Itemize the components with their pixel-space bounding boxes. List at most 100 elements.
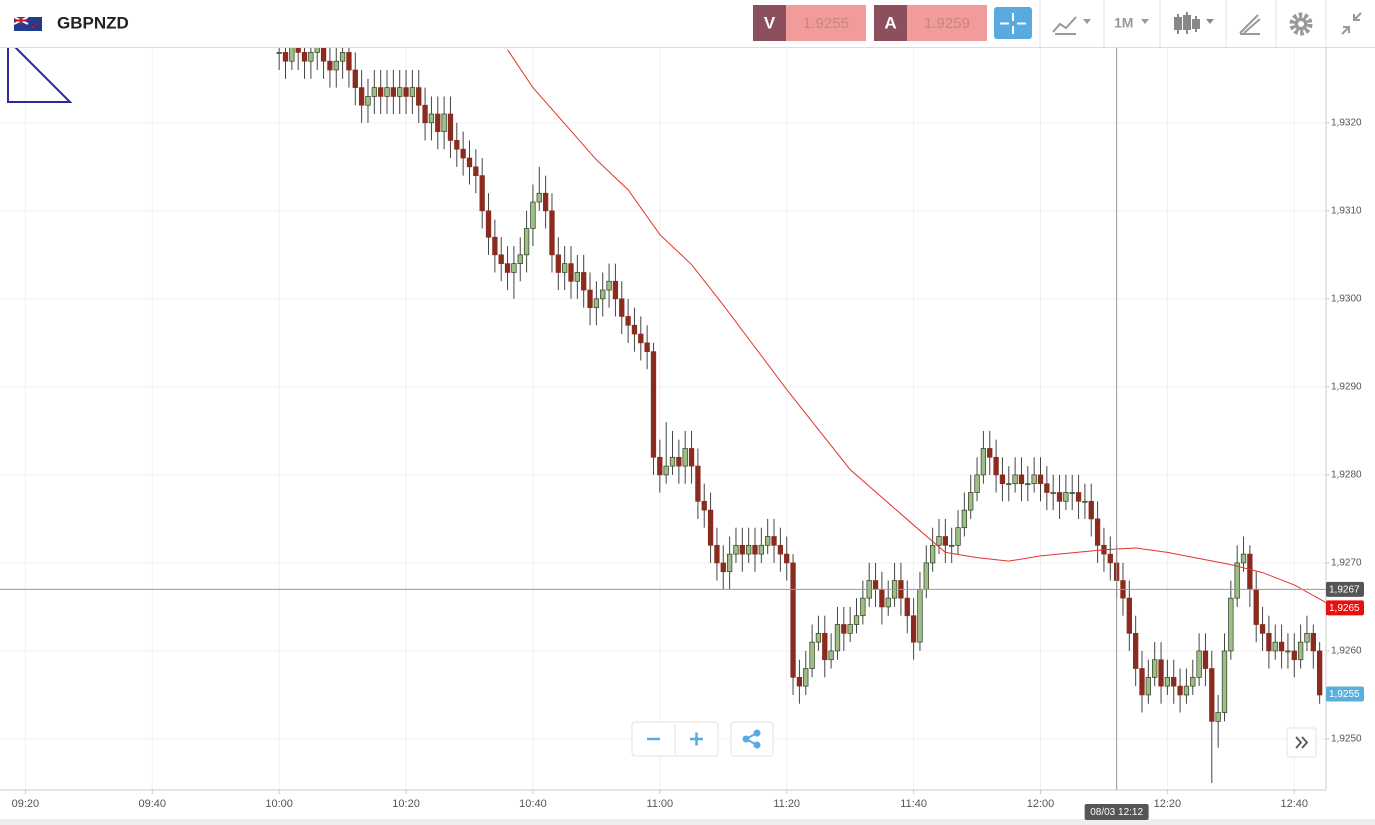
candle-body — [1025, 483, 1031, 486]
candle-body — [822, 632, 828, 661]
candle-body — [638, 333, 644, 344]
candle-body — [1107, 553, 1113, 564]
candle-body — [523, 228, 530, 256]
scroll-right-button[interactable] — [1286, 727, 1317, 758]
y-tick-label: 1,9290 — [1331, 382, 1362, 393]
candle-body — [530, 201, 536, 229]
candle-body — [669, 456, 676, 467]
share-button[interactable] — [730, 721, 774, 757]
candle-body — [974, 474, 980, 493]
buy-label-bg — [874, 5, 907, 41]
candle-body — [961, 509, 968, 529]
candle-body — [568, 263, 574, 282]
buy-label: A — [884, 13, 896, 32]
ma-price-tag-label: 1,9265 — [1329, 603, 1360, 614]
x-tick-label: 10:40 — [519, 798, 547, 810]
candle-body — [378, 87, 384, 97]
candle-body — [1145, 676, 1152, 696]
candle-body — [707, 509, 714, 546]
zoom-in-button[interactable] — [690, 732, 703, 746]
candle-body — [942, 536, 948, 546]
candle-body — [1228, 597, 1234, 652]
candle-body — [714, 544, 720, 564]
candle-body — [1006, 483, 1012, 486]
candle-body — [587, 289, 593, 309]
candle-body — [593, 298, 600, 309]
candle-body — [1215, 712, 1221, 722]
header — [0, 0, 1375, 47]
candle-body — [815, 632, 822, 643]
buy-button[interactable]: A 1.9259 — [874, 5, 987, 41]
sell-button[interactable]: V 1.9255 — [753, 5, 866, 41]
settings-button[interactable] — [1289, 12, 1313, 36]
candle-body — [1278, 641, 1285, 652]
buy-price: 1.9259 — [924, 15, 970, 32]
candle-body — [650, 351, 657, 458]
x-tick-label: 10:20 — [392, 798, 420, 810]
candle-body — [384, 87, 390, 97]
crosshair-price-tag-label: 1,9267 — [1329, 584, 1360, 595]
indicator-button[interactable] — [1052, 16, 1091, 35]
candle-body — [327, 60, 333, 71]
last-price-tag-label: 1,9255 — [1329, 689, 1360, 700]
candle-body — [1266, 632, 1272, 652]
candle-body — [562, 263, 568, 273]
crosshair-button[interactable] — [994, 7, 1032, 39]
candle-body — [1075, 492, 1082, 502]
crosshair-time-label: 08/03 12:12 — [1090, 807, 1143, 818]
candle-body — [1221, 650, 1228, 713]
candle-body — [936, 536, 942, 546]
candle-body — [765, 536, 771, 546]
candle-body — [828, 650, 834, 661]
candle-body — [860, 597, 866, 617]
candle-body — [1190, 676, 1196, 687]
candle-body — [676, 456, 682, 467]
crosshair-time-tag — [1084, 804, 1149, 820]
candle-body — [371, 87, 377, 97]
candle-body — [1196, 650, 1202, 678]
candle-body — [657, 456, 663, 476]
candle-body — [917, 588, 923, 643]
candle-body — [454, 140, 460, 150]
candle-body — [834, 624, 841, 652]
candle-body — [352, 69, 358, 88]
candle-body — [809, 641, 815, 669]
sell-label-bg — [753, 5, 786, 41]
candle-body — [1018, 474, 1025, 485]
candle-body — [441, 113, 447, 132]
chart-type-button[interactable] — [1174, 12, 1214, 34]
candle-body — [1247, 553, 1253, 590]
candle-body — [1177, 685, 1183, 696]
candle-body — [460, 148, 466, 159]
candle-body — [612, 280, 619, 300]
candle-body — [720, 562, 726, 573]
y-tick-label: 1,9250 — [1331, 734, 1362, 745]
y-tick-label: 1,9320 — [1331, 117, 1362, 128]
sell-label: V — [764, 13, 776, 32]
footer-strip — [0, 819, 1375, 825]
candle-body — [1050, 492, 1056, 494]
candle-body — [1133, 632, 1139, 669]
candle-body — [358, 87, 365, 106]
candle-body — [1158, 659, 1164, 687]
collapse-button[interactable] — [1341, 12, 1362, 35]
candle-body — [1317, 650, 1323, 696]
candle-body — [625, 316, 631, 326]
candle-body — [346, 52, 352, 71]
draw-tool-button[interactable] — [1239, 14, 1261, 35]
timeframe-button[interactable]: 1M — [1114, 15, 1149, 31]
candle-body — [910, 615, 917, 643]
candle-body — [1044, 483, 1050, 493]
grid — [0, 48, 1326, 790]
candle-body — [466, 157, 473, 168]
y-tick-label: 1,9310 — [1331, 205, 1362, 216]
axes: 1,9250 1,9260 1,9270 1,9280 1,9290 1,9300 1,93… — [12, 117, 1362, 809]
candle-body — [365, 96, 371, 106]
candle-body — [333, 60, 339, 71]
candle-body — [949, 544, 955, 547]
candle-body — [1152, 659, 1158, 678]
candle-body — [980, 448, 987, 476]
toolbar-separators — [1039, 0, 1327, 47]
